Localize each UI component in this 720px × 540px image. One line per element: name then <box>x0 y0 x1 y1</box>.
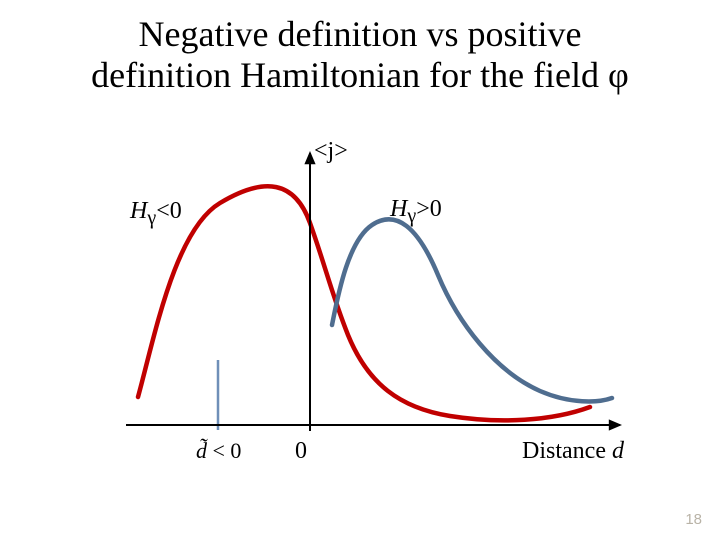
yaxis-label: <j> <box>314 138 348 165</box>
slide-number: 18 <box>685 511 702 528</box>
title-line-2: definition Hamiltonian for the field φ <box>91 55 629 95</box>
dtilde-label: d̃ < 0 <box>196 438 241 464</box>
x-axis-arrow <box>609 419 622 430</box>
left-label: Hγ<0 <box>130 198 182 230</box>
chart-svg <box>100 135 640 465</box>
zero-label: 0 <box>295 438 307 465</box>
xaxis-label: Distance d <box>522 438 624 465</box>
blue-curve <box>332 219 612 401</box>
right-label: Hγ>0 <box>390 196 442 228</box>
red-curve <box>138 186 590 420</box>
slide-title: Negative definition vs positive definiti… <box>0 14 720 97</box>
title-line-1: Negative definition vs positive <box>139 14 582 54</box>
